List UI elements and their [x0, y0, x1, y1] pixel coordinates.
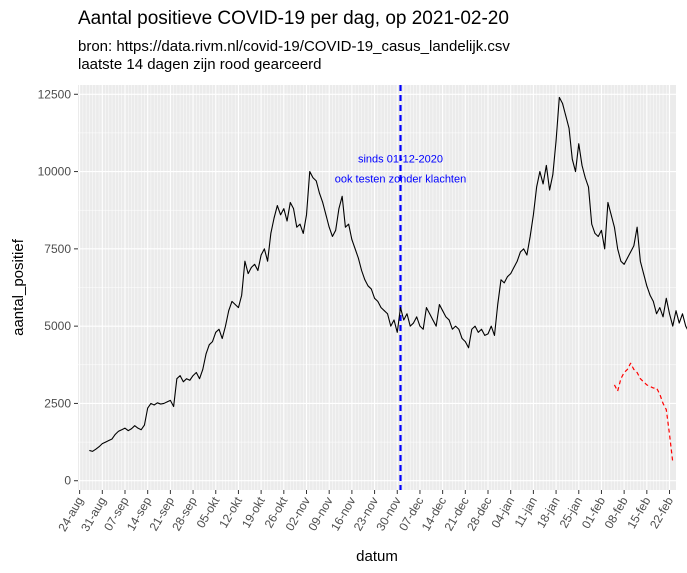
series-group: [89, 96, 687, 463]
chart-subtitle: bron: https://data.rivm.nl/covid-19/COVI…: [78, 38, 510, 74]
x-axis-title: datum: [356, 548, 398, 565]
x-tick-label: 04-jan: [488, 495, 517, 531]
series-line-last-14-days: [613, 362, 674, 463]
x-tick-label: 22-feb: [647, 494, 676, 531]
major-gridlines: [78, 85, 676, 490]
y-tick-label: 0: [64, 474, 71, 488]
subtitle-source-line: bron: https://data.rivm.nl/covid-19/COVI…: [78, 38, 510, 55]
series-line: [89, 96, 687, 452]
y-axis: 0 2500 5000 7500 10000 12500: [38, 87, 78, 488]
chart-title: Aantal positieve COVID-19 per dag, op 20…: [78, 8, 509, 29]
annotation-line-2: ook testen zonder klachten: [335, 173, 466, 185]
y-axis-title: aantal_positief: [10, 238, 27, 336]
annotation-line-1: sinds 01-12-2020: [358, 153, 443, 165]
y-tick-label: 7500: [44, 242, 71, 256]
y-tick-label: 10000: [38, 165, 72, 179]
x-axis: 24-aug31-aug07-sep14-sep21-sep28-sep05-o…: [55, 490, 676, 534]
y-tick-label: 12500: [38, 87, 72, 101]
y-tick-label: 2500: [44, 396, 71, 410]
y-tick-label: 5000: [44, 319, 71, 333]
subtitle-note-line: laatste 14 dagen zijn rood gearceerd: [78, 56, 322, 73]
